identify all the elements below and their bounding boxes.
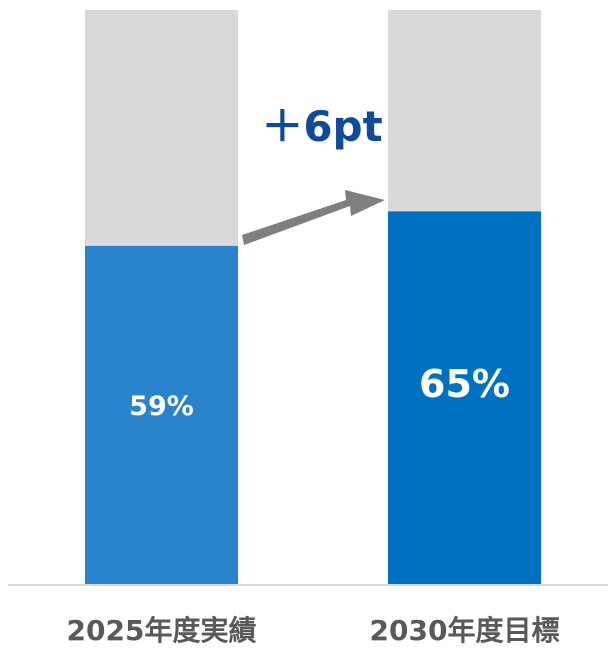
bar-segment-remainder-2 <box>388 10 541 212</box>
bar-segment-remainder-1 <box>85 10 238 246</box>
data-label-1: 59% <box>129 391 194 422</box>
category-label-2: 2030年度目標 <box>370 614 560 647</box>
category-label-1: 2025年度実績 <box>67 614 257 647</box>
increase-annotation-label: ＋6pt <box>261 102 382 151</box>
data-label-2: 65% <box>419 362 510 406</box>
labels-group: 59% 2025年度実績 65% 2030年度目標 <box>67 362 560 647</box>
bar-segment-value-2 <box>388 211 541 585</box>
bars-group <box>85 10 541 585</box>
increase-arrow-icon <box>242 190 385 245</box>
bar-segment-value-1 <box>85 245 238 585</box>
